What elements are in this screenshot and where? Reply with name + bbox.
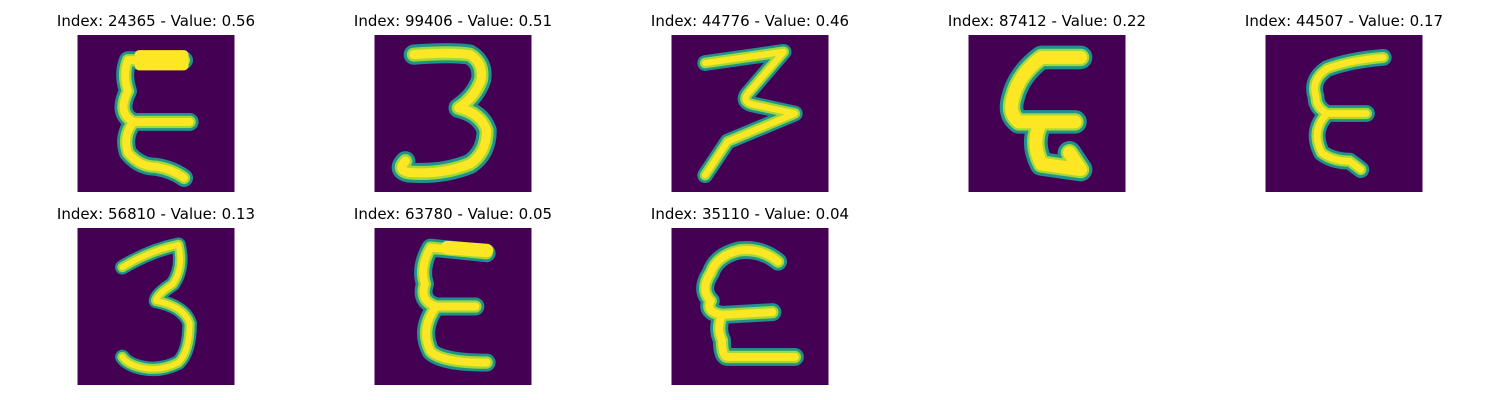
panel-title-6: Index: 56810 - Value: 0.13 — [56, 205, 256, 223]
panel-title-5: Index: 44507 - Value: 0.17 — [1244, 12, 1444, 30]
digit-image-2 — [374, 35, 532, 192]
digit-image-3 — [671, 35, 829, 192]
panel-title-7: Index: 63780 - Value: 0.05 — [353, 205, 553, 223]
digit-image-5 — [1265, 35, 1423, 192]
panel-title-8: Index: 35110 - Value: 0.04 — [650, 205, 850, 223]
digit-image-4 — [968, 35, 1126, 192]
panel-title-2: Index: 99406 - Value: 0.51 — [353, 12, 553, 30]
panel-title-1: Index: 24365 - Value: 0.56 — [56, 12, 256, 30]
panel-title-3: Index: 44776 - Value: 0.46 — [650, 12, 850, 30]
digit-image-7 — [374, 228, 532, 385]
digit-image-6 — [77, 228, 235, 385]
digit-image-1 — [77, 35, 235, 192]
digit-image-8 — [671, 228, 829, 385]
panel-title-4: Index: 87412 - Value: 0.22 — [947, 12, 1147, 30]
